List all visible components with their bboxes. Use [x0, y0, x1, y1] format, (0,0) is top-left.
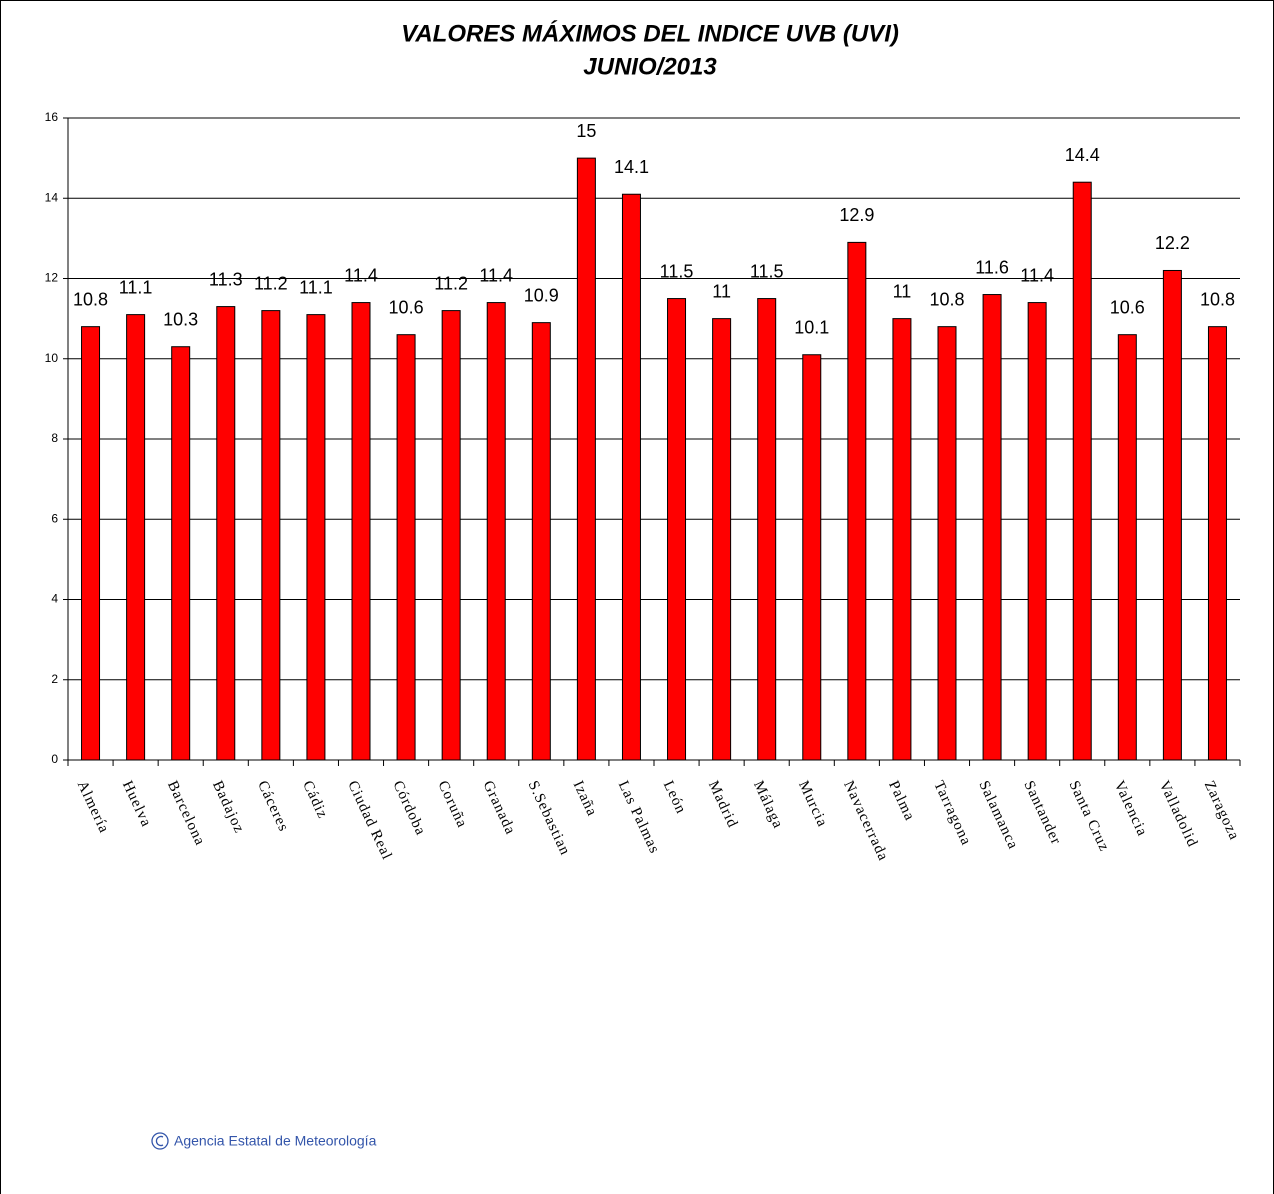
y-tick-label: 12 — [45, 271, 59, 285]
x-tick-label: Navacerrada — [840, 778, 891, 863]
value-label: 10.9 — [524, 285, 559, 305]
y-tick-label: 10 — [45, 351, 59, 365]
value-label: 11.1 — [119, 277, 153, 297]
x-tick-label: Córdoba — [389, 778, 428, 838]
x-tick-label: Zaragoza — [1201, 778, 1242, 843]
bar — [802, 354, 822, 761]
y-tick-label: 6 — [51, 511, 58, 525]
bar — [712, 318, 732, 761]
x-tick-label: Barcelona — [164, 778, 208, 848]
value-label: 11 — [712, 281, 731, 301]
chart-title: VALORES MÁXIMOS DEL INDICE UVB (UVI) — [401, 19, 899, 47]
value-label: 12.9 — [839, 205, 874, 225]
copyright-icon — [155, 1135, 164, 1147]
bar — [1117, 334, 1137, 761]
bar — [306, 314, 326, 761]
bar — [667, 298, 687, 761]
x-tick-label: Granada — [479, 778, 518, 837]
bar — [892, 318, 912, 761]
value-label: 10.8 — [73, 289, 108, 309]
value-label: 11.2 — [254, 273, 288, 293]
x-tick-label: Valladolid — [1156, 778, 1201, 850]
x-tick-label: Izaña — [570, 778, 600, 819]
value-label: 11.3 — [209, 269, 243, 289]
value-label: 11.4 — [344, 265, 378, 285]
y-tick-label: 14 — [45, 190, 59, 204]
bar — [126, 314, 146, 761]
value-label: 10.8 — [929, 289, 964, 309]
bar — [621, 193, 641, 761]
bar — [1027, 302, 1047, 761]
x-tick-label: Santander — [1020, 778, 1064, 847]
source: Agencia Estatal de Meteorología — [174, 1133, 377, 1149]
x-tick-label: Málaga — [750, 778, 786, 831]
y-tick-label: 8 — [51, 431, 58, 445]
value-label: 14.1 — [614, 157, 649, 177]
x-tick-label: Las Palmas — [615, 778, 663, 856]
bar — [261, 310, 281, 761]
bar — [216, 306, 236, 761]
value-label: 14.4 — [1065, 145, 1100, 165]
bar — [982, 294, 1002, 761]
copyright-icon — [151, 1132, 169, 1150]
x-tick-label: Salamanca — [975, 778, 1021, 852]
bar — [351, 302, 371, 761]
value-label: 11.1 — [299, 277, 333, 297]
bar — [757, 298, 777, 761]
bar — [81, 326, 101, 761]
x-tick-label: S.Sebastian — [525, 778, 574, 858]
bar — [396, 334, 416, 761]
bar — [171, 346, 191, 761]
x-tick-label: Ciudad Real — [344, 778, 395, 862]
y-tick-label: 0 — [51, 752, 58, 766]
x-tick-label: Cádiz — [299, 778, 330, 821]
y-tick-label: 2 — [51, 672, 58, 686]
value-label: 11.5 — [660, 261, 694, 281]
x-tick-label: Huelva — [119, 778, 154, 829]
x-tick-label: Palma — [885, 778, 917, 823]
bar — [441, 310, 461, 761]
chart-subtitle: JUNIO/2013 — [583, 53, 717, 80]
x-tick-label: León — [660, 778, 689, 816]
x-tick-label: Coruña — [434, 778, 470, 830]
value-label: 11.2 — [434, 273, 468, 293]
x-tick-label: Badajoz — [209, 778, 247, 836]
value-label: 10.1 — [794, 317, 829, 337]
value-label: 10.6 — [389, 297, 424, 317]
bar — [1072, 181, 1092, 761]
value-label: 12.2 — [1155, 233, 1190, 253]
x-tick-label: Valencia — [1111, 778, 1151, 839]
value-label: 11.5 — [750, 261, 784, 281]
bar — [1207, 326, 1227, 761]
y-tick-label: 4 — [51, 592, 58, 606]
x-tick-label: Murcia — [795, 778, 830, 829]
bar — [486, 302, 506, 761]
value-label: 11.6 — [975, 257, 1009, 277]
x-tick-label: Tarragona — [930, 778, 974, 848]
bar — [1162, 269, 1182, 761]
value-label: 10.3 — [163, 309, 198, 329]
bar — [937, 326, 957, 761]
value-label: 10.8 — [1200, 289, 1235, 309]
x-tick-label: Madrid — [705, 778, 741, 830]
value-label: 11.4 — [1020, 265, 1054, 285]
x-tick-label: Almería — [74, 778, 112, 836]
bar — [531, 322, 551, 761]
x-tick-label: Cáceres — [254, 778, 292, 834]
bar — [847, 241, 867, 761]
y-tick-label: 16 — [45, 110, 59, 124]
x-tick-label: Santa Cruz — [1065, 778, 1112, 854]
value-label: 15 — [576, 121, 596, 141]
value-label: 11.4 — [479, 265, 513, 285]
value-label: 10.6 — [1110, 297, 1145, 317]
value-label: 11 — [893, 281, 912, 301]
bar — [576, 157, 596, 761]
